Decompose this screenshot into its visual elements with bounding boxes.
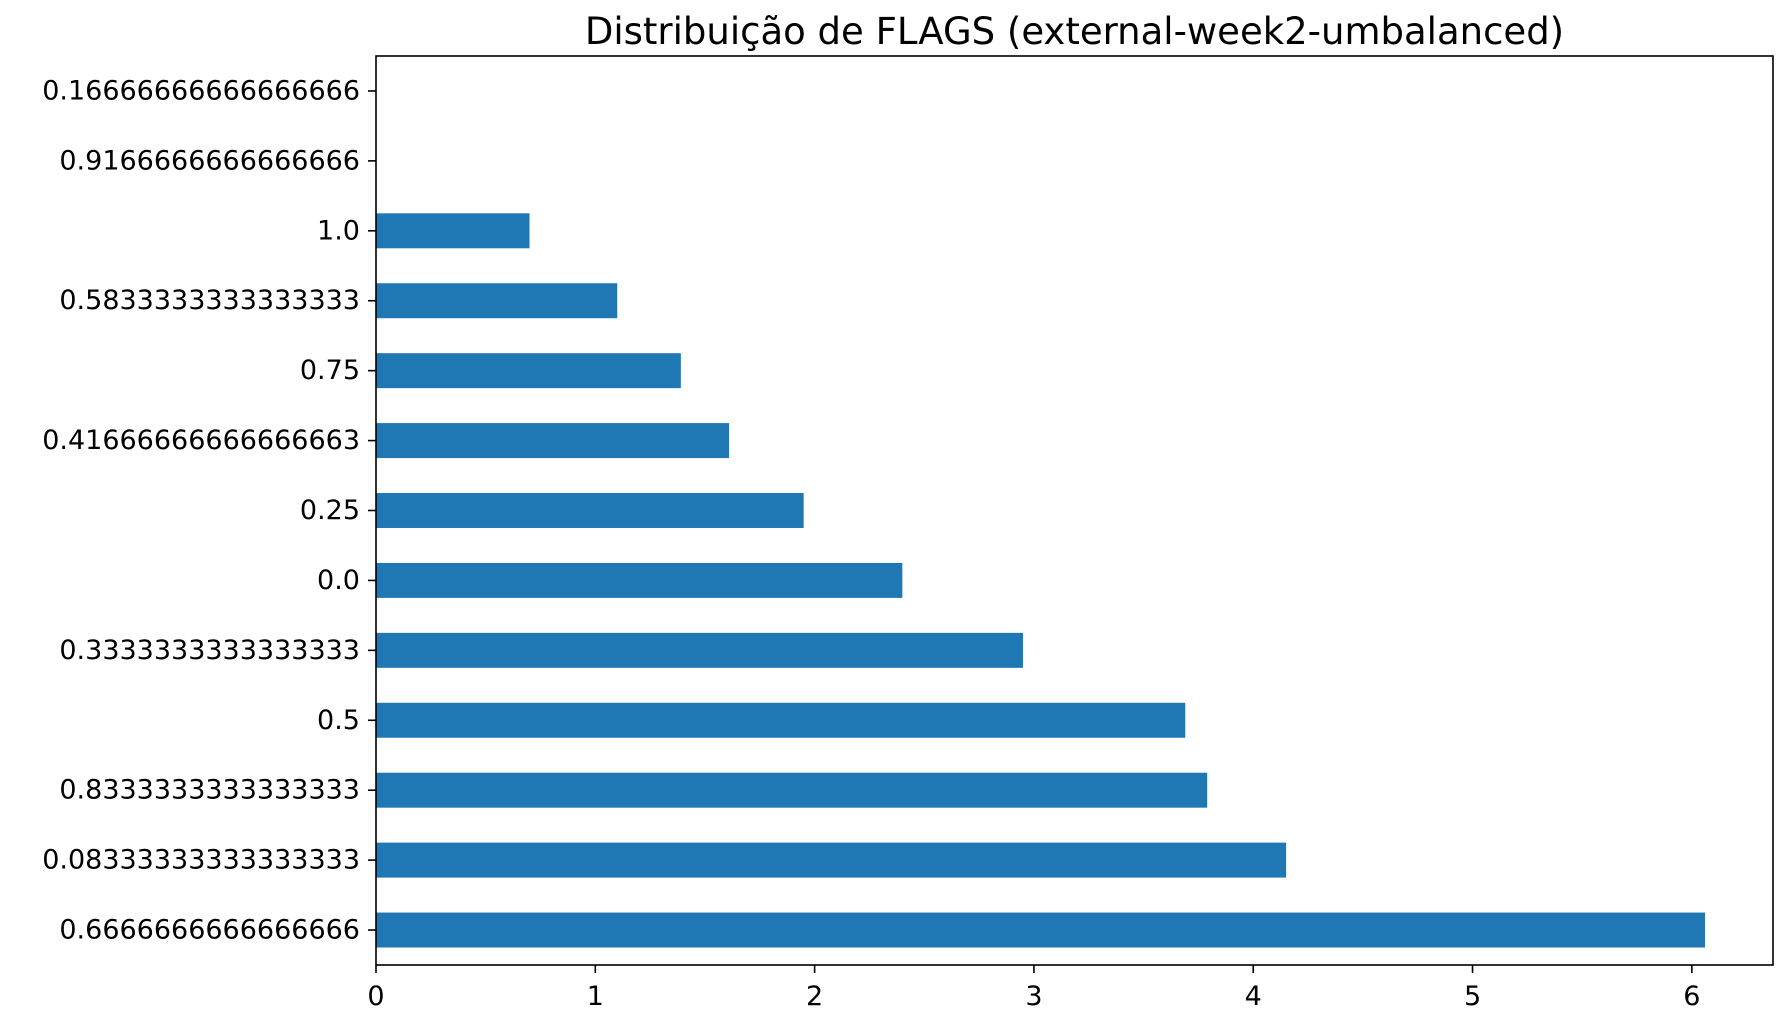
bar-5 — [376, 562, 903, 598]
bar-7 — [376, 423, 730, 459]
y-tick-label-2: 0.8333333333333333 — [59, 775, 360, 806]
x-tick-label-1: 1 — [587, 981, 604, 1012]
y-tick-label-10: 1.0 — [317, 215, 360, 246]
y-axis-ticks: 0.6666666666666666 0.08333333333333333 0.8… — [42, 75, 376, 946]
y-tick-label-6: 0.25 — [300, 495, 360, 526]
y-tick-label-0: 0.6666666666666666 — [59, 915, 360, 946]
bars-layer — [376, 213, 1706, 948]
y-tick-label-4: 0.3333333333333333 — [59, 635, 360, 666]
y-tick-label-8: 0.75 — [300, 355, 360, 386]
x-tick-label-5: 5 — [1464, 981, 1481, 1012]
y-tick-label-11: 0.9166666666666666 — [59, 145, 360, 176]
chart-title: Distribuição de FLAGS (external-week2-um… — [585, 10, 1564, 53]
y-tick-label-1: 0.08333333333333333 — [42, 845, 360, 876]
bar-1 — [376, 842, 1287, 878]
bar-10 — [376, 213, 530, 249]
bar-4 — [376, 632, 1023, 668]
y-tick-label-9: 0.5833333333333333 — [59, 285, 360, 316]
x-tick-label-6: 6 — [1683, 981, 1700, 1012]
bar-8 — [376, 353, 681, 389]
x-tick-label-2: 2 — [806, 981, 823, 1012]
bar-2 — [376, 772, 1208, 808]
x-tick-label-0: 0 — [367, 981, 384, 1012]
y-tick-label-5: 0.0 — [317, 565, 360, 596]
bar-6 — [376, 493, 804, 528]
x-axis-ticks: 0 1 2 3 4 5 6 — [367, 965, 1700, 1012]
bar-9 — [376, 283, 618, 319]
y-tick-label-12: 0.16666666666666666 — [42, 75, 360, 106]
bar-0 — [376, 912, 1706, 948]
y-tick-label-3: 0.5 — [317, 705, 360, 736]
y-tick-label-7: 0.41666666666666663 — [42, 425, 360, 456]
bar-3 — [376, 702, 1186, 738]
x-tick-label-3: 3 — [1025, 981, 1042, 1012]
x-tick-label-4: 4 — [1245, 981, 1262, 1012]
